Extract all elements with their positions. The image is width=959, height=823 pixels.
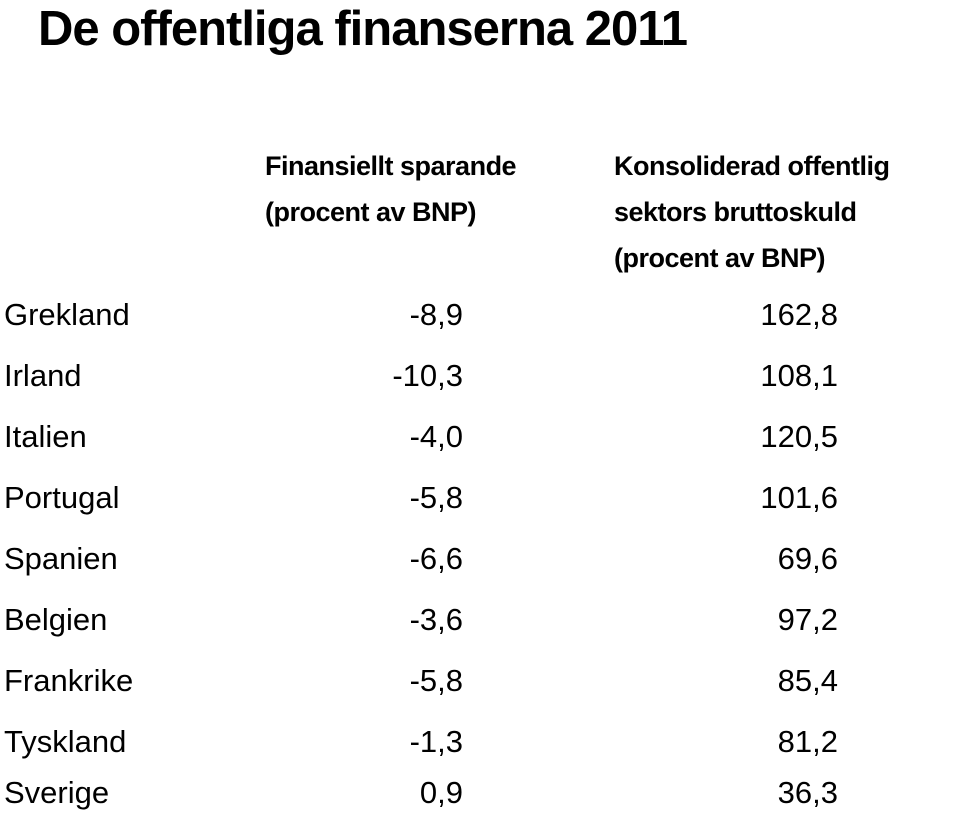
- country-cell: Spanien: [4, 541, 118, 576]
- column-header-line: (procent av BNP): [265, 197, 477, 227]
- column-header-line: (procent av BNP): [614, 243, 826, 273]
- saving-cell: -10,3: [392, 358, 463, 393]
- column-header-financial-saving: Finansiellt sparande (procent av BNP): [265, 143, 517, 235]
- saving-cell: -4,0: [409, 419, 463, 454]
- page-title: De offentliga finanserna 2011: [38, 2, 688, 56]
- country-cell: Italien: [4, 419, 87, 454]
- column-header-line: Konsoliderad offentlig: [614, 151, 890, 181]
- saving-cell: -5,8: [409, 480, 463, 515]
- country-cell: Grekland: [4, 297, 130, 332]
- saving-cell: -6,6: [409, 541, 463, 576]
- debt-cell: 108,1: [760, 358, 838, 393]
- table-row: Portugal -5,8 101,6: [0, 467, 959, 528]
- debt-cell: 162,8: [760, 297, 838, 332]
- column-header-line: sektors bruttoskuld: [614, 197, 857, 227]
- country-cell: Belgien: [4, 602, 108, 637]
- saving-cell: -5,8: [409, 663, 463, 698]
- table-row: Frankrike -5,8 85,4: [0, 650, 959, 711]
- debt-cell: 85,4: [777, 663, 838, 698]
- country-cell: Irland: [4, 358, 82, 393]
- debt-cell: 81,2: [777, 724, 838, 759]
- debt-cell: 97,2: [777, 602, 838, 637]
- table-row: Grekland -8,9 162,8: [0, 284, 959, 345]
- country-cell: Sverige: [4, 775, 110, 810]
- table-row: Belgien -3,6 97,2: [0, 589, 959, 650]
- saving-cell: -8,9: [409, 297, 463, 332]
- table-row: Spanien -6,6 69,6: [0, 528, 959, 589]
- column-header-line: Finansiellt sparande: [265, 151, 517, 181]
- saving-cell: 0,9: [419, 775, 463, 810]
- saving-cell: -3,6: [409, 602, 463, 637]
- table-row: Italien -4,0 120,5: [0, 406, 959, 467]
- table-row: Irland -10,3 108,1: [0, 345, 959, 406]
- debt-cell: 36,3: [777, 775, 838, 810]
- country-cell: Tyskland: [4, 724, 127, 759]
- country-cell: Frankrike: [4, 663, 134, 698]
- debt-cell: 101,6: [760, 480, 838, 515]
- country-cell: Portugal: [4, 480, 120, 515]
- table-row: Tyskland -1,3 81,2: [0, 711, 959, 772]
- column-header-gross-debt: Konsoliderad offentlig sektors bruttosku…: [614, 143, 890, 281]
- debt-cell: 120,5: [760, 419, 838, 454]
- saving-cell: -1,3: [409, 724, 463, 759]
- table-row: Sverige 0,9 36,3: [0, 762, 959, 823]
- debt-cell: 69,6: [777, 541, 838, 576]
